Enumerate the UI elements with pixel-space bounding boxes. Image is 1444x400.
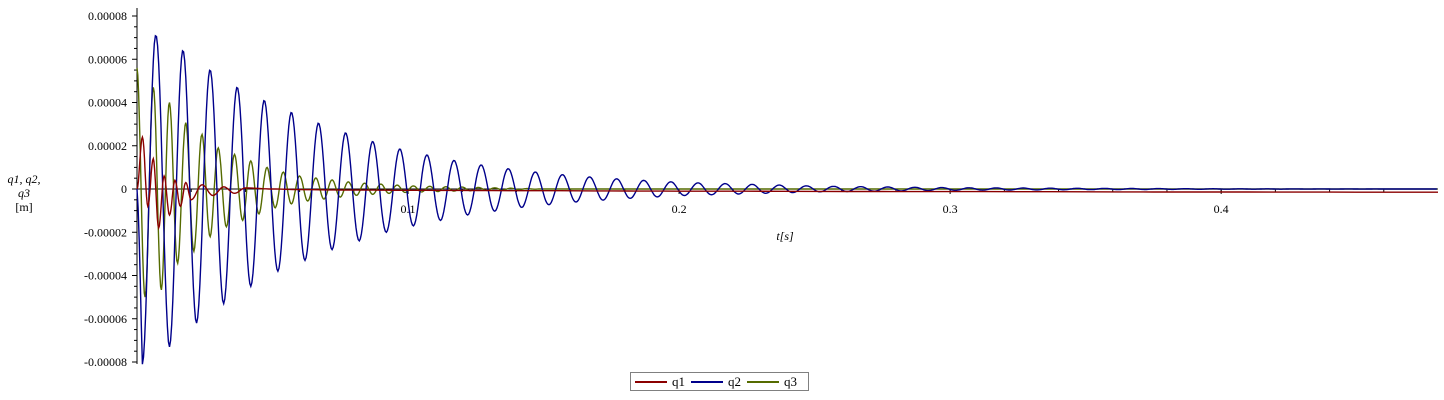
legend-item-q1: q1 xyxy=(635,374,685,390)
y-tick-label: 0.00002 xyxy=(88,139,127,153)
y-tick-label: -0.00006 xyxy=(84,312,127,326)
y-tick-label: -0.00002 xyxy=(84,225,127,239)
series-line-q2 xyxy=(136,34,1437,365)
x-tick-label: 0.2 xyxy=(672,202,687,216)
series-layer xyxy=(136,34,1438,365)
legend-swatch-q3 xyxy=(747,380,779,383)
legend-label-q2: q2 xyxy=(728,373,741,389)
y-tick-label: -0.00008 xyxy=(84,355,127,369)
y-axis-label-name: q1, q2, q3 xyxy=(7,172,41,200)
legend-item-q3: q3 xyxy=(747,374,797,390)
y-tick-label: 0.00004 xyxy=(88,96,127,110)
x-tick-label: 0.4 xyxy=(1214,202,1229,216)
y-axis-label: q1, q2, q3 [m] xyxy=(4,172,44,214)
y-tick-label: 0.00008 xyxy=(88,9,127,23)
legend: q1 q2 q3 xyxy=(630,372,809,391)
y-axis-label-unit: [m] xyxy=(15,200,33,214)
x-tick-label: 0.1 xyxy=(401,202,416,216)
series-line-q1 xyxy=(136,134,1438,231)
legend-swatch-q1 xyxy=(635,380,667,383)
series-line-q3 xyxy=(136,67,1438,298)
legend-label-q3: q3 xyxy=(784,373,797,389)
x-axis-label: t[s] xyxy=(776,229,794,243)
y-tick-label: 0 xyxy=(121,182,127,196)
x-tick-label: 0.3 xyxy=(943,202,958,216)
legend-swatch-q2 xyxy=(691,380,723,383)
legend-item-q2: q2 xyxy=(691,374,741,390)
y-tick-label: 0.00006 xyxy=(88,52,127,66)
legend-label-q1: q1 xyxy=(672,373,685,389)
axes: 0.00008 0.00006 0.00004 0.00002 0 -0.00002 -0.… xyxy=(84,8,1438,369)
y-tick-label: -0.00004 xyxy=(84,269,127,283)
